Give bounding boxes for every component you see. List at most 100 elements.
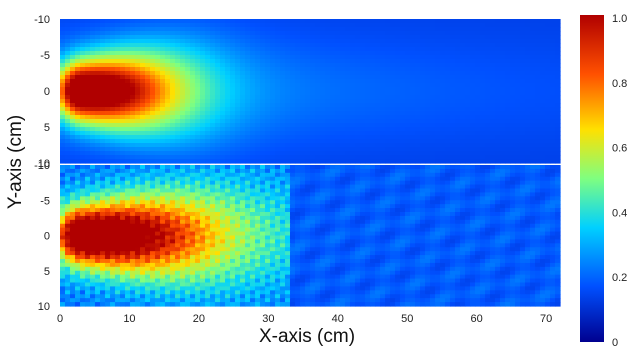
heatmap-cell [380,184,386,190]
heatmap-cell [455,172,461,178]
heatmap-cell [380,23,386,28]
heatmap-cell [540,75,546,80]
heatmap-cell [475,127,481,132]
heatmap-cell [150,188,156,194]
heatmap-cell [80,43,86,48]
heatmap-cell [395,67,401,72]
heatmap-cell [80,79,86,84]
heatmap-cell [500,91,506,96]
heatmap-cell [275,51,281,56]
heatmap-cell [200,147,206,152]
heatmap-cell [460,71,466,76]
heatmap-cell [495,103,501,108]
heatmap-cell [530,172,536,178]
heatmap-cell [135,63,141,68]
heatmap-cell [120,200,126,205]
heatmap-cell [420,184,426,190]
heatmap-cell [360,180,366,186]
heatmap-cell [90,75,96,80]
heatmap-cell [145,165,151,170]
heatmap-cell [540,215,546,221]
heatmap-cell [155,212,161,217]
heatmap-cell [265,165,271,170]
heatmap-cell [180,59,186,64]
heatmap-cell [165,23,171,28]
heatmap-cell [440,47,446,52]
heatmap-cell [305,87,311,92]
heatmap-cell [240,184,246,190]
heatmap-cell [470,172,476,178]
heatmap-cell [405,196,411,201]
heatmap-cell [440,27,446,32]
heatmap-cell [70,131,76,136]
heatmap-cell [520,107,526,112]
heatmap-cell [425,35,431,40]
heatmap-cell [170,107,176,112]
heatmap-cell [450,99,456,104]
heatmap-cell [285,139,291,144]
heatmap-cell [405,27,411,32]
heatmap-cell [435,159,441,164]
heatmap-cell [420,143,426,148]
heatmap-cell [440,55,446,60]
heatmap-cell [235,168,241,174]
heatmap-cell [190,43,196,48]
heatmap-cell [110,188,116,194]
heatmap-cell [315,204,321,209]
heatmap-cell [140,143,146,148]
heatmap-cell [115,196,121,201]
heatmap-cell [190,115,196,120]
heatmap-cell [430,95,436,100]
heatmap-cell [270,19,276,24]
heatmap-cell [520,63,526,68]
heatmap-cell [300,67,306,72]
heatmap-cell [295,67,301,72]
heatmap-cell [205,111,211,116]
heatmap-cell [315,212,321,217]
heatmap-cell [555,51,561,56]
heatmap-cell [465,107,471,112]
heatmap-cell [325,51,331,56]
heatmap-cell [320,67,326,72]
heatmap-cell [450,115,456,120]
heatmap-cell [110,83,116,88]
heatmap-cell [450,159,456,164]
heatmap-cell [325,115,331,120]
heatmap-cell [225,67,231,72]
heatmap-cell [190,215,196,221]
heatmap-cell [120,159,126,164]
heatmap-cell [170,39,176,44]
heatmap-cell [345,71,351,76]
heatmap-cell [500,47,506,52]
heatmap-cell [155,176,161,182]
heatmap-cell [60,23,66,28]
heatmap-cell [455,31,461,36]
heatmap-cell [355,55,361,60]
heatmap-cell [415,71,421,76]
heatmap-cell [265,192,271,197]
heatmap-cell [425,83,431,88]
heatmap-cell [550,155,556,160]
heatmap-cell [310,103,316,108]
heatmap-cell [220,172,226,178]
heatmap-cell [465,39,471,44]
heatmap-cell [60,139,66,144]
heatmap-cell [165,123,171,128]
heatmap-cell [235,159,241,164]
heatmap-cell [460,63,466,68]
heatmap-cell [425,87,431,92]
heatmap-cell [445,107,451,112]
heatmap-cell [530,135,536,140]
heatmap-cell [80,67,86,72]
heatmap-cell [245,208,251,213]
heatmap-cell [165,192,171,197]
heatmap-cell [155,123,161,128]
heatmap-cell [505,27,511,32]
heatmap-cell [325,188,331,194]
heatmap-cell [400,27,406,32]
heatmap-cell [465,115,471,120]
heatmap-cell [385,192,391,197]
heatmap-cell [235,192,241,197]
heatmap-cell [325,180,331,186]
heatmap-cell [365,27,371,32]
